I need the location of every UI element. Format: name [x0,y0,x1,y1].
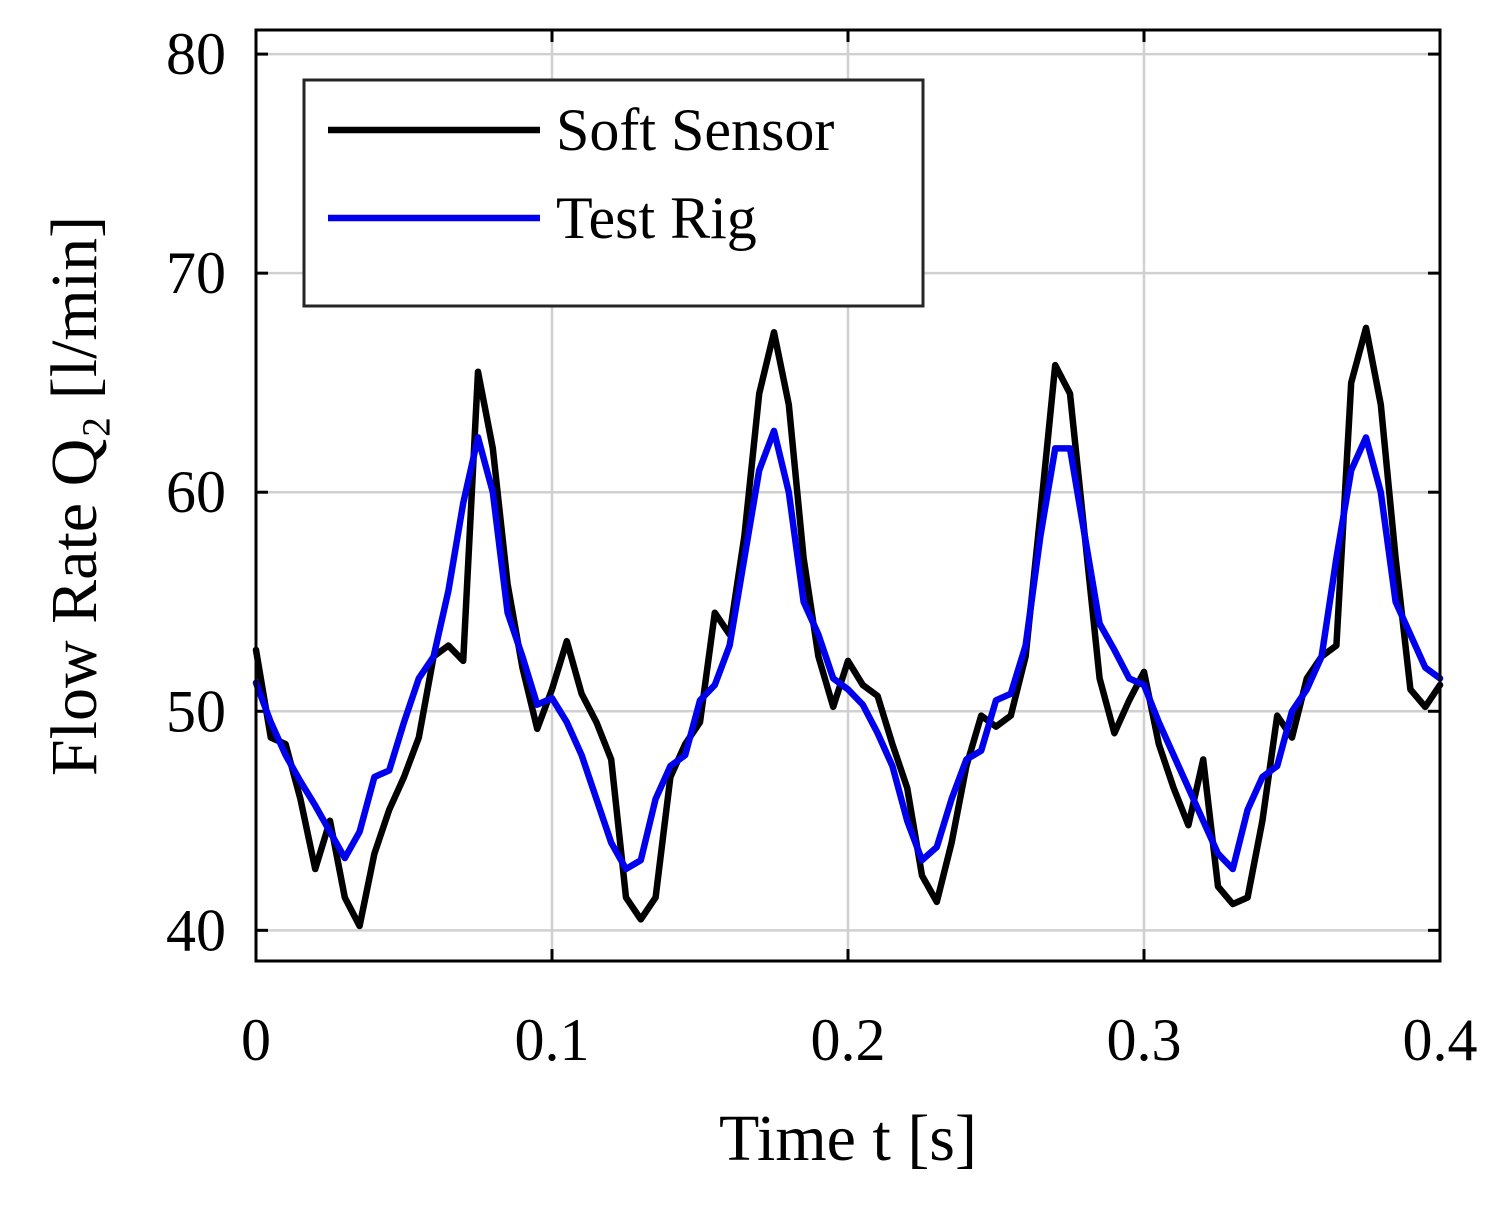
data-line [252,427,1444,873]
legend-label: Test Rig [556,185,757,251]
x-tick-label: 0.1 [515,1007,590,1073]
legend-box [302,78,925,308]
legend: Soft Sensor Test Rig [302,78,925,308]
y-tick-label: 60 [166,459,226,525]
y-tick-label: 70 [166,240,226,306]
x-tick-label: 0 [241,1007,271,1073]
y-tick-label: 40 [166,897,226,963]
plot-frame [254,28,1442,963]
y-axis-label: Flow Rate Q₂ [l/min] [38,216,111,776]
x-tick-label: 0.2 [811,1007,886,1073]
y-tick-label: 80 [166,21,226,87]
y-tick-label: 50 [166,678,226,744]
data-line [252,324,1444,930]
x-tick-label: 0.4 [1403,1007,1478,1073]
legend-label: Soft Sensor [556,97,834,163]
x-tick-label: 0.3 [1107,1007,1182,1073]
x-axis-label: Time t [s] [719,1102,977,1175]
